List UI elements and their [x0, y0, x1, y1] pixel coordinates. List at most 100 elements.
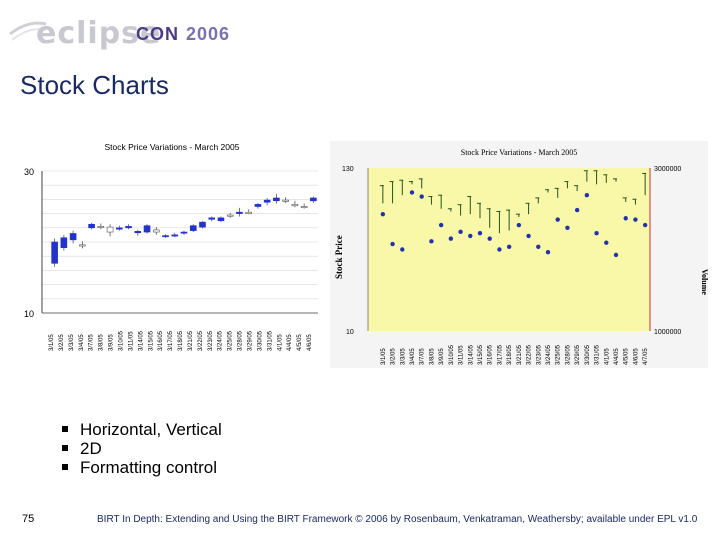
chart1-candle-body: [152, 229, 160, 233]
logo-con-text: CON: [136, 24, 179, 44]
footer-text: BIRT In Depth: Extending and Using the B…: [97, 514, 698, 525]
chart1-candle-body: [282, 199, 289, 202]
chart2-plot-area: [368, 168, 650, 331]
logo-swoosh-icon: [9, 21, 47, 41]
chart2-x-tick-label: 3/15/05: [478, 344, 484, 365]
chart2-ytick-bottom: 10: [346, 329, 354, 336]
chart1-candle-body: [171, 234, 179, 237]
chart2-x-tick-label: 3/4/05: [410, 348, 416, 365]
chart2-volume-point: [506, 244, 512, 249]
chart1-ytick-bottom: 10: [24, 309, 34, 319]
chart2-x-tick-label: 3/9/05: [439, 348, 445, 365]
chart2-y2tick-bottom: 1000000: [654, 329, 681, 336]
chart2-volume-point: [400, 247, 405, 252]
chart2-x-tick-label: 3/18/05: [507, 344, 513, 365]
chart1-x-tick-label: 4/5/05: [297, 334, 303, 351]
chart2-volume-point: [429, 239, 434, 244]
chart1-x-tick-label: 3/11/05: [128, 331, 134, 351]
chart1-candle-body: [217, 217, 225, 222]
chart1-x-labels: 3/1/05 3/2/05 3/3/05 3/4/05 3/7/05 3/8/05 3/9/…: [49, 330, 313, 351]
chart2-volume-point: [613, 252, 619, 258]
chart1-candle-body: [263, 199, 271, 203]
chart2-volume-point: [526, 233, 531, 239]
chart2-volume-point: [497, 247, 502, 252]
chart2-volume-point: [448, 236, 454, 241]
bullet-square-icon: [62, 426, 68, 432]
chart1-candle-body: [273, 197, 280, 202]
chart2-volume-point: [545, 250, 551, 255]
chart1-candle-body: [162, 235, 169, 238]
chart2-x-tick-label: 3/16/05: [488, 344, 494, 365]
chart2-x-tick-label: 3/11/05: [459, 345, 465, 365]
chart1-candle-body: [180, 231, 188, 234]
chart1-x-tick-label: 3/17/05: [168, 330, 174, 351]
chart1-title: Stock Price Variations - March 2005: [105, 142, 240, 152]
chart1-candle-body: [254, 204, 262, 207]
chart1-x-tick-label: 3/30/05: [257, 330, 263, 351]
chart1-x-tick-label: 4/4/05: [287, 334, 293, 351]
chart1-x-tick-label: 3/14/05: [138, 330, 144, 351]
chart2-x-tick-label: 3/30/05: [585, 344, 591, 365]
stock-volume-chart: Stock Price Variations - March 2005 130 …: [330, 141, 708, 368]
chart1-candle-body: [143, 225, 151, 233]
chart1-candles: [51, 193, 317, 267]
chart2-volume-point: [419, 194, 424, 199]
bullet-item: Horizontal, Vertical: [62, 420, 222, 439]
chart1-candle-body: [134, 231, 142, 234]
chart2-x-tick-label: 4/5/05: [624, 348, 630, 365]
chart2-volume-point: [516, 222, 522, 228]
bullet-text: 2D: [80, 439, 102, 458]
bullet-square-icon: [62, 445, 68, 451]
chart2-title: Stock Price Variations - March 2005: [461, 148, 578, 157]
chart1-candle-body: [106, 226, 114, 233]
chart2-volume-point: [604, 240, 609, 245]
chart1-x-tick-label: 4/6/05: [307, 334, 313, 351]
chart1-ytick-top: 30: [24, 167, 34, 177]
chart1-x-tick-label: 3/8/05: [99, 334, 105, 351]
chart1-x-tick-label: 3/9/05: [109, 334, 115, 351]
chart1-candle-body: [189, 225, 197, 231]
chart2-volume-point: [438, 222, 444, 228]
chart1-x-tick-label: 3/21/05: [188, 330, 194, 351]
chart2-volume-point: [633, 217, 638, 222]
chart2-x-tick-label: 3/14/05: [468, 344, 474, 365]
chart2-volume-point: [458, 229, 463, 235]
chart2-volume-point: [390, 241, 395, 247]
logo-eclipse-text: eclipse: [36, 16, 162, 51]
chart2-ytick-top: 130: [342, 166, 354, 173]
chart2-volume-point: [380, 211, 386, 217]
chart2-y2-axis-label: Volume: [700, 269, 708, 295]
chart2-volume-point: [594, 231, 599, 236]
chart2-volume-point: [487, 236, 492, 241]
chart2-price-marks: [379, 170, 647, 234]
chart1-x-tick-label: 3/29/05: [248, 330, 254, 351]
chart2-volume-point: [477, 231, 483, 236]
chart2-x-tick-label: 3/22/05: [527, 344, 533, 365]
slide-title: Stock Charts: [20, 70, 169, 100]
chart2-x-tick-label: 3/23/05: [536, 344, 542, 365]
candlestick-chart: Stock Price Variations - March 2005 30 1…: [24, 142, 318, 351]
chart1-x-tick-label: 3/31/05: [267, 330, 273, 351]
chart1-candle-body: [236, 211, 243, 214]
chart2-x-tick-label: 3/28/05: [565, 344, 571, 365]
eclipsecon-logo: eclipse CON 2006: [8, 14, 248, 51]
bullet-square-icon: [62, 464, 68, 470]
chart2-y2tick-top: 3000000: [654, 166, 681, 173]
chart2-volume-point: [536, 244, 541, 249]
chart1-gridlines: [41, 170, 318, 314]
chart2-x-tick-label: 3/7/05: [420, 348, 426, 365]
chart1-x-tick-label: 3/18/05: [178, 330, 184, 351]
chart2-x-tick-label: 4/1/05: [604, 348, 610, 365]
chart2-volume-point: [574, 207, 580, 213]
chart2-volume-point: [584, 192, 590, 198]
chart1-candle-body: [79, 244, 86, 247]
chart2-volume-point: [565, 225, 570, 230]
bullet-list: Horizontal, Vertical 2D Formatting contr…: [62, 420, 222, 477]
chart1-candle-body: [245, 211, 252, 214]
chart1-x-tick-label: 3/2/05: [59, 334, 65, 351]
chart2-y-axis-label: Stock Price: [334, 235, 344, 279]
chart2-x-tick-label: 3/2/05: [391, 348, 397, 365]
page-number: 75: [22, 513, 35, 525]
chart1-candle-body: [60, 237, 68, 248]
chart1-x-tick-label: 3/24/05: [218, 330, 224, 351]
